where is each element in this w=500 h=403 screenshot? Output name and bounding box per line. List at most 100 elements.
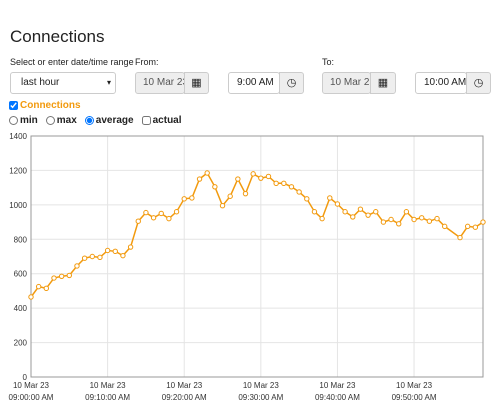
clock-button[interactable]: ◷ <box>279 72 304 94</box>
y-tick-label: 400 <box>14 304 28 313</box>
point <box>35 283 42 290</box>
point <box>158 210 164 217</box>
point <box>81 255 88 261</box>
point <box>204 170 210 176</box>
option[interactable]: actual <box>141 115 182 126</box>
point <box>212 184 218 190</box>
point <box>311 209 318 215</box>
point <box>357 206 364 212</box>
x-tick-label: 09:20:00 AM <box>162 393 207 402</box>
y-tick-label: 800 <box>14 235 28 244</box>
x-tick-label: 09:40:00 AM <box>315 393 360 402</box>
clock-button[interactable]: ◷ <box>466 72 491 94</box>
series-label: Connections <box>20 100 81 111</box>
x-tick-label: 10 Mar 23 <box>396 381 433 390</box>
y-tick-label: 600 <box>14 270 28 279</box>
option-label: min <box>20 115 38 126</box>
point <box>97 254 103 261</box>
chart: 0 200 400 600 800 1000 1200 1400 10 Mar 23 09:00:… <box>9 132 486 402</box>
radio[interactable] <box>9 116 18 125</box>
point <box>227 193 233 199</box>
x-tick-label: 09:10:00 AM <box>85 393 130 402</box>
to-label: To: <box>322 57 335 67</box>
series-toggle[interactable]: Connections <box>9 100 81 111</box>
calendar-button[interactable]: ▦ <box>370 72 396 94</box>
point <box>28 294 34 300</box>
point <box>58 273 65 279</box>
point <box>426 218 433 224</box>
from-time[interactable]: 9:00 AM <box>228 72 280 94</box>
x-tick-label: 09:30:00 AM <box>238 393 283 402</box>
point <box>396 221 402 227</box>
point <box>419 215 425 221</box>
checkbox[interactable] <box>9 101 18 110</box>
point <box>441 223 448 230</box>
point <box>181 196 187 202</box>
point <box>304 196 310 202</box>
y-tick-label: 0 <box>23 373 28 382</box>
y-tick-label: 200 <box>14 339 28 348</box>
series-line <box>30 171 484 298</box>
x-tick-label: 09:50:00 AM <box>392 393 437 402</box>
point <box>104 247 111 254</box>
range-value: last hour <box>21 77 60 88</box>
point <box>434 215 440 222</box>
x-tick-label: 10 Mar 23 <box>90 381 127 390</box>
point <box>403 209 410 215</box>
option[interactable]: average <box>84 115 134 126</box>
point <box>51 275 57 281</box>
point <box>373 209 379 215</box>
point <box>480 219 486 225</box>
point <box>281 180 287 187</box>
point <box>173 209 180 215</box>
calendar-button[interactable]: ▦ <box>184 72 209 94</box>
to-date[interactable]: 10 Mar 23 <box>322 72 371 94</box>
point <box>135 218 141 224</box>
x-tick-label: 09:00:00 AM <box>9 393 54 402</box>
point <box>150 215 157 221</box>
checkbox[interactable] <box>141 116 151 125</box>
option-label: max <box>56 115 77 126</box>
point <box>74 263 80 269</box>
point <box>464 223 471 230</box>
point <box>120 252 126 259</box>
range-label: Select or enter date/time range <box>10 57 134 67</box>
radio[interactable] <box>84 116 94 125</box>
point <box>189 195 195 201</box>
point <box>334 201 341 207</box>
y-tick-label: 1000 <box>9 201 27 210</box>
point <box>411 216 417 223</box>
option-label: average <box>95 115 134 126</box>
radio[interactable] <box>45 116 55 125</box>
from-date[interactable]: 10 Mar 23 <box>135 72 185 94</box>
option-label: actual <box>152 115 182 126</box>
point <box>66 272 73 279</box>
point <box>319 215 325 222</box>
point <box>365 212 371 218</box>
x-tick-label: 10 Mar 23 <box>13 381 50 390</box>
point <box>457 234 463 241</box>
point <box>143 209 149 216</box>
options: min max average actual <box>9 115 182 126</box>
y-tick-label: 1400 <box>9 132 27 141</box>
plot-border <box>30 135 484 378</box>
point <box>296 189 302 195</box>
point <box>472 224 479 230</box>
point <box>288 184 295 190</box>
point <box>327 195 333 201</box>
to-time[interactable]: 10:00 AM <box>415 72 467 94</box>
point <box>350 214 356 220</box>
option[interactable]: min <box>9 115 38 126</box>
point <box>43 285 50 292</box>
option[interactable]: max <box>45 115 77 126</box>
point <box>219 203 226 209</box>
page-title: Connections <box>10 27 105 46</box>
x-tick-label: 10 Mar 23 <box>243 381 280 390</box>
point <box>166 215 172 222</box>
x-tick-label: 10 Mar 23 <box>319 381 356 390</box>
range-select[interactable]: last hour ▾ <box>10 72 116 94</box>
point <box>196 176 203 182</box>
point <box>273 180 279 187</box>
point <box>127 244 134 250</box>
